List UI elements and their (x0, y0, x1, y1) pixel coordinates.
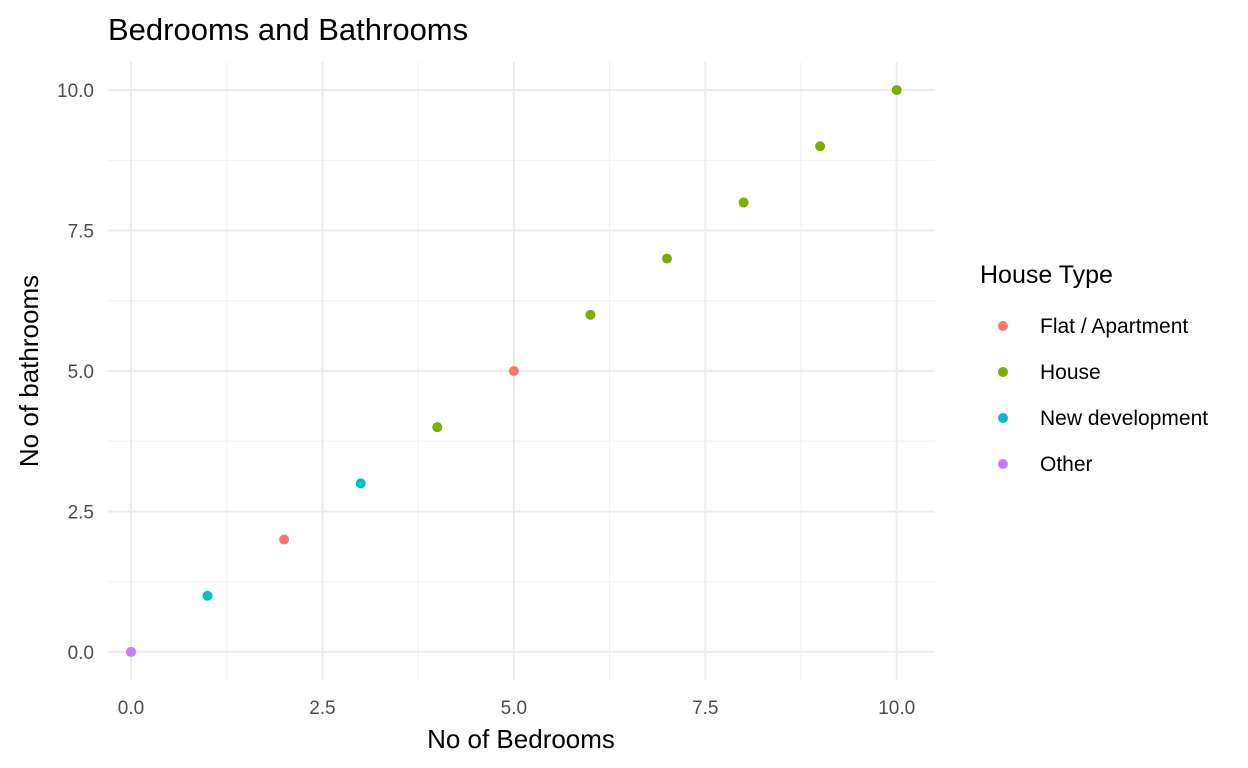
legend-title: House Type (980, 261, 1113, 289)
plot-grid (108, 62, 935, 680)
legend-key (998, 459, 1008, 469)
x-tick-label: 2.5 (309, 698, 335, 719)
x-tick-label: 0.0 (118, 698, 144, 719)
legend-label: House (1040, 361, 1101, 384)
legend-key (998, 413, 1008, 423)
data-point (355, 478, 366, 489)
x-tick-label: 5.0 (501, 698, 527, 719)
y-tick-label: 2.5 (68, 502, 94, 523)
y-tick-label: 10.0 (57, 81, 94, 102)
legend-key (998, 321, 1008, 331)
data-point (125, 646, 136, 657)
legend: House Type Flat / Apartment House New deve… (980, 261, 1208, 476)
data-point (738, 197, 749, 208)
y-tick-label: 0.0 (68, 643, 94, 664)
data-point (432, 422, 443, 433)
x-axis-ticks: 0.0 2.5 5.0 7.5 10.0 (118, 698, 915, 719)
legend-label: Flat / Apartment (1040, 315, 1188, 338)
legend-entries: Flat / Apartment House New development Othe… (998, 315, 1208, 476)
chart-title: Bedrooms and Bathrooms (108, 12, 468, 47)
x-tick-label: 10.0 (878, 698, 915, 719)
data-point (508, 366, 519, 376)
y-axis-ticks: 0.0 2.5 5.0 7.5 10.0 (57, 81, 94, 664)
data-point (279, 534, 290, 545)
y-axis-title: No of bathrooms (14, 275, 44, 467)
legend-label: New development (1040, 407, 1208, 430)
x-axis-title: No of Bedrooms (427, 724, 615, 754)
data-point (891, 85, 902, 96)
data-point (661, 253, 672, 264)
x-tick-label: 7.5 (692, 698, 718, 719)
data-point (815, 141, 826, 152)
data-point (585, 309, 596, 320)
data-points (125, 85, 902, 657)
y-tick-label: 5.0 (68, 362, 94, 383)
legend-key (998, 367, 1008, 377)
legend-label: Other (1040, 453, 1093, 476)
data-point (202, 590, 213, 601)
y-tick-label: 7.5 (68, 222, 94, 243)
